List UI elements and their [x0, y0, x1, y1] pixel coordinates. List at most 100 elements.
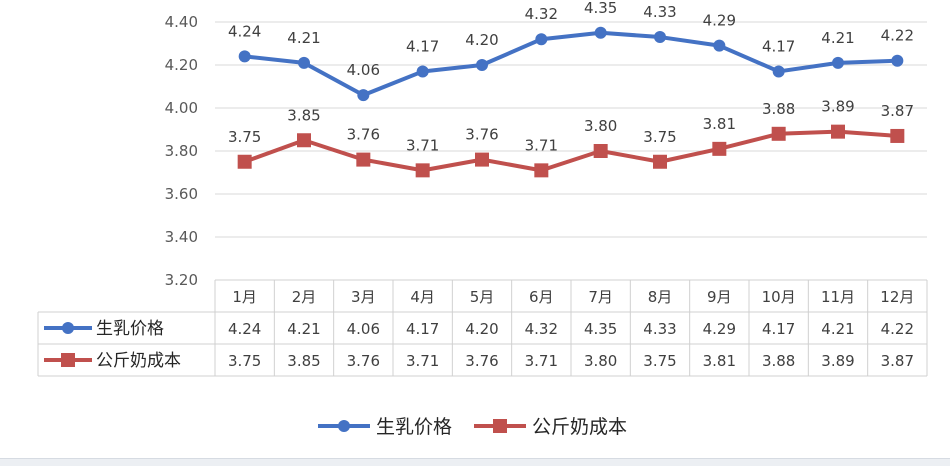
data-point: [357, 89, 370, 102]
x-category-label: 5月: [470, 288, 495, 306]
data-point: [890, 128, 905, 143]
x-category-label: 2月: [292, 288, 317, 306]
data-point: [831, 124, 845, 139]
data-label: 4.24: [228, 22, 261, 40]
x-category-label: 6月: [529, 288, 554, 306]
data-point: [771, 126, 786, 141]
x-category-label: 12月: [880, 288, 914, 306]
data-label: 4.20: [465, 31, 498, 49]
data-label: 4.21: [821, 29, 854, 47]
table-cell-value: 4.24: [228, 320, 261, 338]
data-point: [712, 141, 727, 156]
data-point: [475, 152, 489, 167]
x-category-label: 1月: [232, 288, 257, 306]
data-label: 4.17: [406, 37, 439, 55]
table-cell-value: 3.76: [465, 352, 498, 370]
table-legend-marker: [62, 322, 74, 334]
data-point: [653, 154, 667, 169]
data-label: 4.35: [584, 0, 617, 17]
data-label: 3.75: [228, 128, 261, 146]
table-cell-value: 4.20: [465, 320, 498, 338]
table-cell-value: 3.71: [525, 352, 558, 370]
data-point: [534, 163, 549, 178]
data-label: 4.33: [643, 3, 676, 21]
data-point: [356, 152, 371, 167]
data-label: 3.80: [584, 117, 617, 135]
table-cell-value: 4.21: [821, 320, 854, 338]
table-cell-value: 4.22: [881, 320, 914, 338]
x-category-label: 7月: [588, 288, 613, 306]
data-point: [238, 50, 251, 63]
table-cell-value: 3.87: [881, 352, 914, 370]
table-cell-value: 3.89: [821, 352, 854, 370]
table-series-name: 公斤奶成本: [96, 351, 181, 371]
table-cell-value: 4.33: [643, 320, 676, 338]
table-cell-value: 3.76: [347, 352, 380, 370]
data-label: 3.88: [762, 100, 795, 118]
data-label: 3.71: [525, 136, 558, 154]
legend-marker: [338, 420, 350, 432]
data-point: [772, 65, 785, 78]
table-cell-value: 3.71: [406, 352, 439, 370]
legend-marker: [493, 419, 507, 433]
data-label: 3.71: [406, 136, 439, 154]
table-legend-marker: [61, 353, 75, 367]
table-cell-value: 3.85: [287, 352, 320, 370]
data-point: [891, 54, 904, 67]
data-point: [535, 33, 548, 46]
legend-label: 生乳价格: [376, 416, 452, 438]
series-line: [244, 30, 898, 98]
data-label: 4.06: [347, 61, 380, 79]
data-point: [593, 144, 608, 158]
x-category-label: 11月: [821, 288, 855, 306]
data-point: [594, 26, 607, 39]
data-label: 4.32: [525, 5, 558, 23]
table-cell-value: 4.21: [287, 320, 320, 338]
table-cell-value: 3.88: [762, 352, 795, 370]
x-category-label: 3月: [351, 288, 376, 306]
x-category-label: 9月: [707, 288, 732, 306]
table-series-name: 生乳价格: [96, 319, 164, 339]
y-tick-label: 3.60: [165, 185, 198, 203]
table-cell-value: 3.75: [643, 352, 676, 370]
data-label: 3.76: [347, 126, 380, 144]
x-category-label: 8月: [648, 288, 673, 306]
data-point: [476, 59, 488, 71]
y-tick-label: 4.40: [165, 13, 198, 31]
data-point: [713, 39, 726, 52]
data-label: 4.21: [287, 29, 320, 47]
table-cell-value: 4.17: [762, 320, 795, 338]
table-cell-value: 4.35: [584, 320, 617, 338]
table-cell-value: 3.75: [228, 352, 261, 370]
data-point: [832, 56, 844, 69]
data-point: [237, 154, 252, 169]
legend-label: 公斤奶成本: [532, 416, 627, 438]
data-label: 3.89: [821, 98, 854, 116]
data-label: 4.17: [762, 37, 795, 55]
data-label: 3.87: [881, 102, 914, 120]
y-tick-label: 4.00: [165, 99, 198, 117]
data-point: [416, 65, 429, 78]
table-cell-value: 4.17: [406, 320, 439, 338]
table-cell-value: 4.06: [347, 320, 380, 338]
y-tick-label: 4.20: [165, 56, 198, 74]
table-cell-value: 4.32: [525, 320, 558, 338]
table-cell-value: 3.80: [584, 352, 617, 370]
window-bottom-bar: [0, 458, 950, 466]
data-label: 4.22: [881, 27, 914, 45]
data-point: [415, 163, 430, 178]
y-tick-label: 3.40: [165, 228, 198, 246]
data-label: 4.29: [703, 12, 736, 30]
table-cell-value: 4.29: [703, 320, 736, 338]
data-label: 3.85: [287, 106, 320, 124]
y-tick-label: 3.80: [165, 142, 198, 160]
table-cell-value: 3.81: [703, 352, 736, 370]
data-point: [297, 133, 311, 148]
data-label: 3.81: [703, 115, 736, 133]
x-category-label: 4月: [410, 288, 435, 306]
x-category-label: 10月: [762, 288, 796, 306]
data-label: 3.75: [643, 128, 676, 146]
series-line: [243, 129, 898, 173]
y-tick-label: 3.20: [165, 271, 198, 289]
